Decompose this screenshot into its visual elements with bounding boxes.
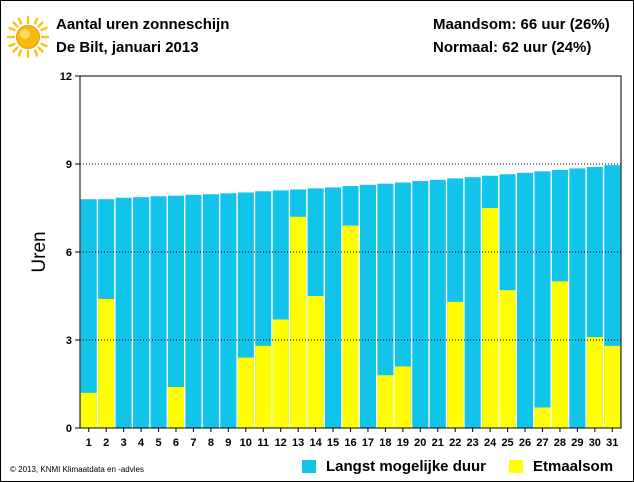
bar-max-duration xyxy=(325,187,342,428)
x-tick-label: 25 xyxy=(501,437,513,449)
month-total: Maandsom: 66 uur (26%) xyxy=(433,16,610,33)
x-tick-label: 5 xyxy=(155,437,161,449)
x-tick-label: 7 xyxy=(190,437,196,449)
x-tick-label: 19 xyxy=(397,437,409,449)
bar-max-duration xyxy=(185,194,202,428)
legend-label-max-duration: Langst mogelijke duur xyxy=(326,458,487,475)
legend-max-duration: Langst mogelijke duur xyxy=(302,458,486,475)
x-tick-label: 17 xyxy=(362,437,374,449)
x-tick-label: 22 xyxy=(449,437,461,449)
x-tick-label: 14 xyxy=(309,437,322,449)
bar-daily-sum xyxy=(604,345,621,428)
x-tick-label: 31 xyxy=(606,437,618,449)
bar-daily-sum xyxy=(534,407,551,428)
copyright-notice: © 2013, KNMI Klimaatdata en -advies xyxy=(10,465,144,474)
x-tick-label: 21 xyxy=(432,437,444,449)
x-tick-label: 27 xyxy=(536,437,548,449)
chart-title: Aantal uren zonneschijn xyxy=(56,16,230,33)
y-tick-label: 9 xyxy=(66,159,72,171)
bar-max-duration xyxy=(569,168,586,428)
x-tick-label: 26 xyxy=(519,437,531,449)
bar-daily-sum xyxy=(551,281,568,428)
x-tick-label: 2 xyxy=(103,437,109,449)
x-tick-label: 16 xyxy=(344,437,356,449)
bar-daily-sum xyxy=(80,392,97,428)
y-tick-label: 3 xyxy=(66,335,72,347)
bar-max-duration xyxy=(534,171,551,429)
x-tick-label: 30 xyxy=(589,437,601,449)
bar-max-duration xyxy=(429,179,446,428)
bar-daily-sum xyxy=(98,298,115,428)
bar-daily-sum xyxy=(290,216,307,428)
bar-daily-sum xyxy=(499,290,516,428)
bar-max-duration xyxy=(359,184,376,428)
legend-swatch-max-duration xyxy=(302,460,316,473)
bar-daily-sum xyxy=(237,357,254,428)
y-tick-label: 0 xyxy=(66,423,72,435)
x-tick-label: 28 xyxy=(554,437,566,449)
normal-total: Normaal: 62 uur (24%) xyxy=(433,39,592,56)
x-tick-label: 10 xyxy=(240,437,252,449)
x-tick-label: 3 xyxy=(121,437,127,449)
legend-daily-sum: Etmaalsom xyxy=(509,458,613,475)
chart-subtitle: De Bilt, januari 2013 xyxy=(56,39,199,56)
bar-max-duration xyxy=(220,193,237,428)
x-tick-label: 15 xyxy=(327,437,339,449)
y-tick-label: 12 xyxy=(60,71,72,83)
bar-daily-sum xyxy=(377,375,394,428)
bar-daily-sum xyxy=(482,208,499,428)
x-tick-label: 1 xyxy=(86,437,92,449)
x-tick-label: 29 xyxy=(571,437,583,449)
bar-max-duration xyxy=(516,172,534,428)
sun-icon xyxy=(6,15,50,59)
x-tick-label: 23 xyxy=(467,437,479,449)
bar-daily-sum xyxy=(447,301,464,428)
bar-daily-sum xyxy=(255,345,272,428)
bar-daily-sum xyxy=(272,319,289,428)
bar-max-duration xyxy=(150,196,167,428)
bar-daily-sum xyxy=(342,225,359,428)
bar-max-duration xyxy=(377,183,394,428)
bar-max-duration xyxy=(115,197,132,428)
bar-max-duration xyxy=(202,194,219,428)
x-tick-label: 8 xyxy=(208,437,214,449)
x-tick-label: 20 xyxy=(414,437,426,449)
bar-daily-sum xyxy=(307,296,324,428)
x-tick-label: 4 xyxy=(138,437,145,449)
x-tick-label: 12 xyxy=(275,437,287,449)
bar-daily-sum xyxy=(394,366,411,428)
x-tick-label: 11 xyxy=(257,437,269,449)
bar-max-duration xyxy=(80,199,97,428)
bar-daily-sum xyxy=(586,337,603,428)
bar-max-duration xyxy=(167,195,185,428)
bar-daily-sum xyxy=(167,386,185,428)
y-axis-label: Uren xyxy=(29,231,50,272)
x-tick-label: 6 xyxy=(173,437,179,449)
legend-swatch-daily-sum xyxy=(509,460,523,473)
x-tick-label: 18 xyxy=(379,437,391,449)
y-tick-label: 6 xyxy=(66,247,72,259)
bar-max-duration xyxy=(412,181,429,428)
x-tick-label: 9 xyxy=(225,437,231,449)
bar-max-duration xyxy=(464,177,481,428)
bar-max-duration xyxy=(133,197,150,428)
legend-label-daily-sum: Etmaalsom xyxy=(533,458,614,475)
x-tick-label: 24 xyxy=(484,437,497,449)
x-tick-label: 13 xyxy=(292,437,304,449)
